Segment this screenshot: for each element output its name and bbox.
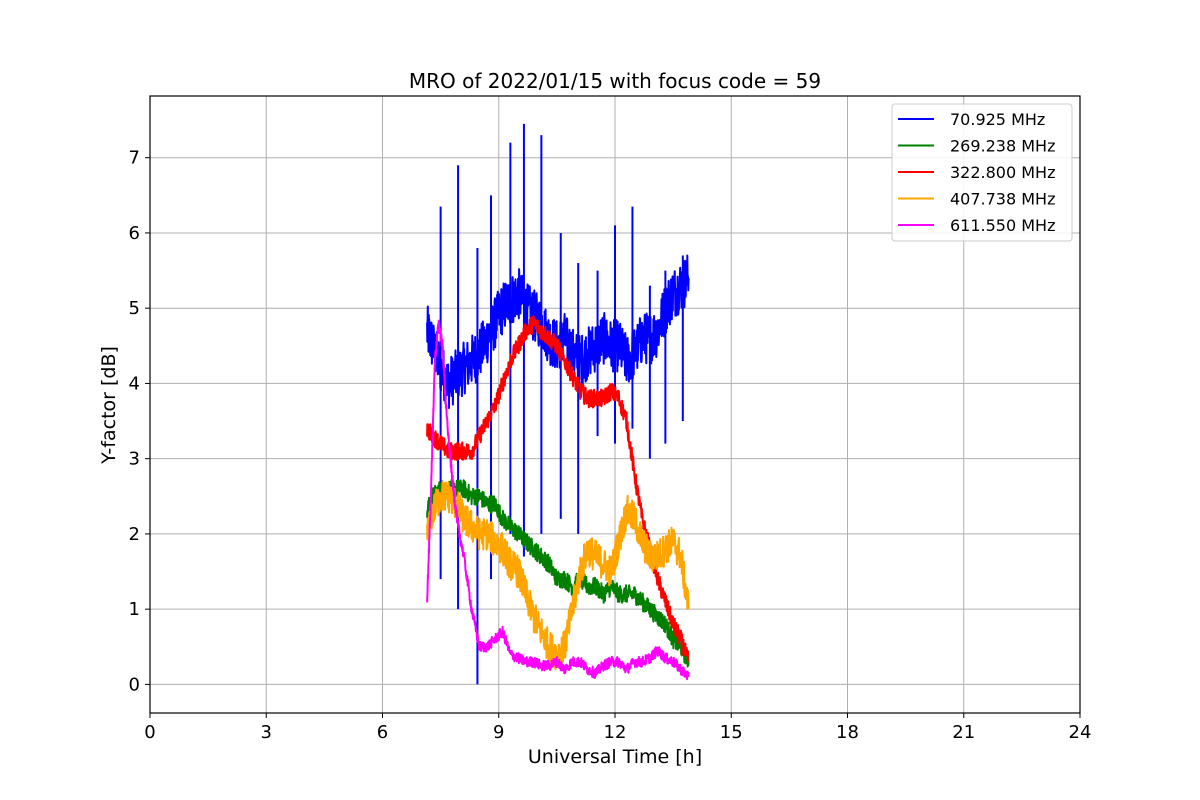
legend: 70.925 MHz 269.238 MHz 322.800 MHz 407.738 … <box>891 103 1073 242</box>
y-axis-label: Y-factor [dB] <box>98 346 120 465</box>
x-tick-label: 15 <box>720 722 743 743</box>
y-tick-label: 5 <box>129 298 140 319</box>
series-line-1 <box>426 478 690 668</box>
series-line-0 <box>426 254 690 409</box>
y-tick-label: 0 <box>129 674 140 695</box>
x-tick-label: 9 <box>493 722 504 743</box>
series-line-2 <box>426 315 690 663</box>
legend-label: 269.238 MHz <box>950 137 1055 156</box>
x-tick-label: 3 <box>261 722 272 743</box>
legend-label: 322.800 MHz <box>950 163 1055 182</box>
chart-title: MRO of 2022/01/15 with focus code = 59 <box>409 69 821 93</box>
y-tick-label: 1 <box>129 599 140 620</box>
x-tick-label: 6 <box>377 722 388 743</box>
x-tick-label: 24 <box>1069 722 1092 743</box>
y-tick-label: 6 <box>129 223 140 244</box>
x-tick-label: 12 <box>604 722 627 743</box>
series-layer <box>426 123 690 685</box>
x-axis-label: Universal Time [h] <box>528 746 702 768</box>
x-tick-label: 21 <box>952 722 975 743</box>
y-axis-ticks: 0 1 2 3 4 5 6 7 <box>129 148 150 695</box>
y-tick-label: 4 <box>129 373 140 394</box>
legend-label: 407.738 MHz <box>950 190 1055 209</box>
legend-label: 70.925 MHz <box>950 110 1045 129</box>
series-line-4 <box>426 319 690 681</box>
y-tick-label: 3 <box>129 449 140 470</box>
legend-label: 611.550 MHz <box>950 216 1055 235</box>
legend-box <box>891 103 1073 242</box>
x-tick-label: 18 <box>836 722 859 743</box>
x-axis-ticks: 0 3 6 9 12 15 18 21 24 <box>144 713 1091 743</box>
y-tick-label: 2 <box>129 524 140 545</box>
x-tick-label: 0 <box>144 722 155 743</box>
y-tick-label: 7 <box>129 148 140 169</box>
plot-area <box>426 123 690 685</box>
